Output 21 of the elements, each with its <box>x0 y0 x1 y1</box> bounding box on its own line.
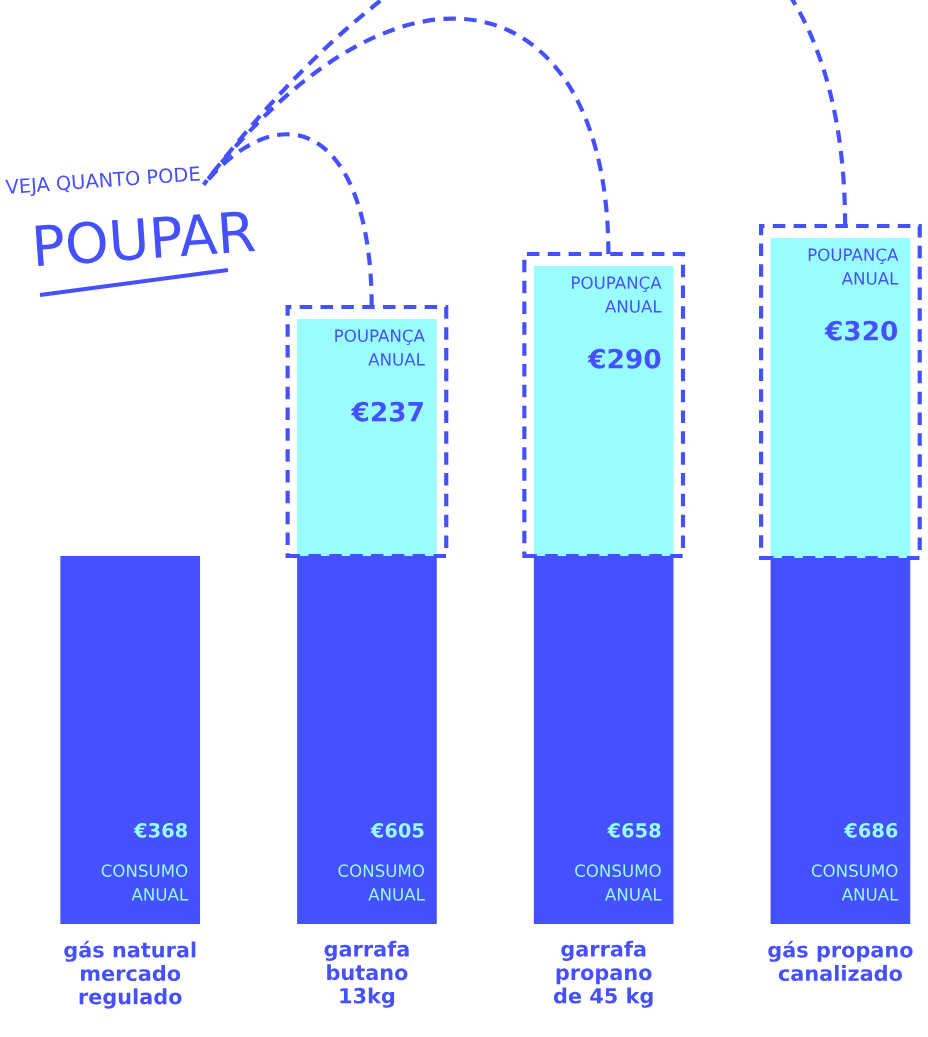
annotation: CONSUMO ANUAL <box>811 864 899 901</box>
bar <box>60 556 201 924</box>
annotation: POUPAR <box>35 209 256 267</box>
annotation: POUPANÇA ANUAL <box>808 248 899 285</box>
data-label: €320 <box>824 320 898 341</box>
annotation: CONSUMO ANUAL <box>338 864 425 901</box>
data-label: €237 <box>350 401 423 422</box>
total-label: €658 <box>607 822 661 838</box>
x-tick-label: gás propano canalizado <box>768 940 913 982</box>
x-tick-label: garrafa propano de 45 kg <box>553 940 653 1008</box>
data-label: €290 <box>587 348 661 369</box>
annotation: CONSUMO ANUAL <box>101 864 189 901</box>
x-tick-label: gás natural mercado regulado <box>64 940 196 1009</box>
annotation: POUPANÇA ANUAL <box>572 276 662 313</box>
annotation: CONSUMO ANUAL <box>575 864 662 901</box>
text: VEJA QUANTO PODE <box>5 166 201 198</box>
total-label: €368 <box>133 822 187 838</box>
total-label: €605 <box>370 822 424 838</box>
total-label: €686 <box>843 822 898 838</box>
x-tick-label: garrafa butano 13kg <box>324 940 409 1008</box>
annotation: POUPANÇA ANUAL <box>335 329 425 366</box>
